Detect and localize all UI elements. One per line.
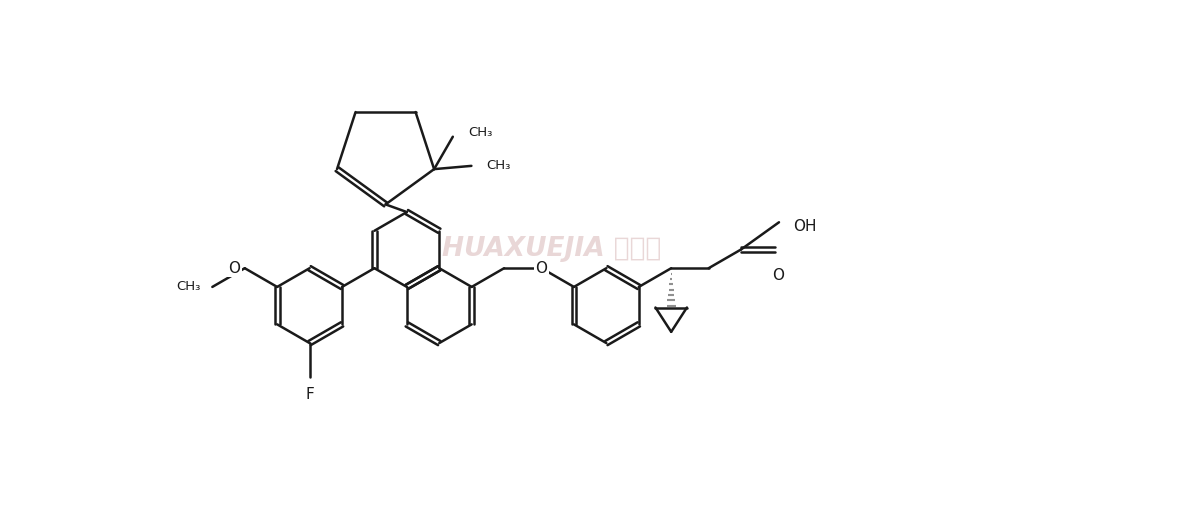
Text: F: F (305, 387, 314, 402)
Text: CH₃: CH₃ (176, 280, 201, 294)
Text: O: O (772, 268, 784, 283)
Text: O: O (228, 261, 240, 276)
Text: OH: OH (794, 219, 817, 234)
Text: CH₃: CH₃ (487, 159, 511, 172)
Text: CH₃: CH₃ (468, 126, 493, 139)
Text: O: O (536, 261, 548, 276)
Text: HUAXUEJIA 化学加: HUAXUEJIA 化学加 (442, 236, 662, 263)
